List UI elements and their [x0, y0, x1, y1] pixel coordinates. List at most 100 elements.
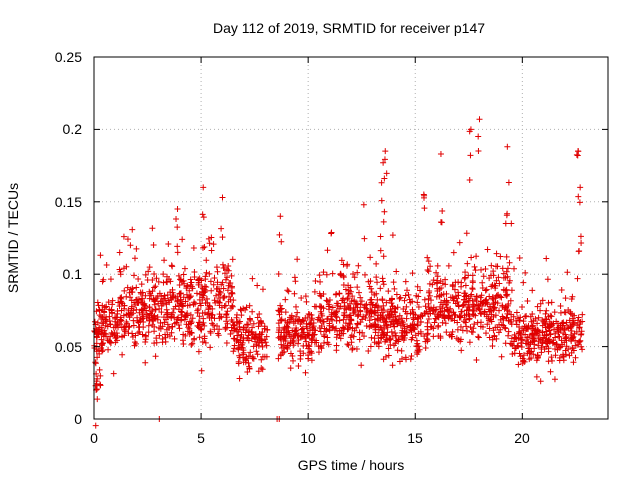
data-point — [487, 303, 494, 310]
data-point — [489, 342, 496, 349]
data-point — [303, 338, 310, 345]
data-point — [203, 257, 210, 264]
data-point — [575, 148, 582, 155]
data-point — [491, 305, 498, 312]
data-point — [294, 256, 301, 263]
data-point — [494, 324, 501, 331]
data-point — [194, 307, 201, 314]
data-point — [306, 343, 313, 350]
data-point — [539, 329, 546, 336]
data-point — [305, 332, 312, 339]
data-point — [100, 319, 107, 326]
data-point — [198, 367, 205, 374]
data-point — [548, 299, 555, 306]
data-point — [339, 324, 346, 331]
data-point — [379, 275, 386, 282]
data-point — [228, 305, 235, 312]
data-point — [94, 319, 101, 326]
data-point — [394, 321, 401, 328]
data-point — [488, 262, 495, 269]
data-point — [164, 309, 171, 316]
data-point — [98, 329, 105, 336]
data-point — [324, 316, 331, 323]
data-point — [575, 193, 582, 200]
data-point — [181, 265, 188, 272]
data-point — [195, 279, 202, 286]
data-point — [145, 329, 152, 336]
data-point — [259, 340, 266, 347]
data-point — [177, 290, 184, 297]
data-point — [148, 292, 155, 299]
data-point — [254, 351, 261, 358]
data-point — [557, 302, 564, 309]
data-point — [289, 352, 296, 359]
data-point — [487, 307, 494, 314]
data-point — [461, 290, 468, 297]
data-point — [223, 340, 230, 347]
data-point — [436, 286, 443, 293]
data-point — [475, 334, 482, 341]
data-point — [534, 320, 541, 327]
data-point — [469, 279, 476, 286]
data-point — [249, 324, 256, 331]
data-point — [550, 339, 557, 346]
data-point — [163, 306, 170, 313]
data-point — [180, 340, 187, 347]
data-point — [430, 325, 437, 332]
data-point — [171, 335, 178, 342]
data-point — [142, 292, 149, 299]
data-point — [392, 316, 399, 323]
data-point — [554, 325, 561, 332]
data-point — [155, 324, 162, 331]
data-point — [469, 286, 476, 293]
data-point — [149, 225, 156, 232]
y-axis-label: SRMTID / TECUs — [5, 183, 21, 293]
data-point — [276, 308, 283, 315]
data-point — [225, 298, 232, 305]
data-point — [130, 322, 137, 329]
data-point — [531, 341, 538, 348]
data-point — [137, 289, 144, 296]
data-point — [201, 243, 208, 250]
data-point — [349, 293, 356, 300]
data-point — [570, 359, 577, 366]
data-point — [153, 275, 160, 282]
data-point — [235, 339, 242, 346]
data-point — [355, 311, 362, 318]
data-point — [128, 289, 135, 296]
data-point — [200, 184, 207, 191]
data-point — [375, 317, 382, 324]
data-point — [203, 269, 210, 276]
data-point — [306, 320, 313, 327]
data-point — [321, 325, 328, 332]
data-point — [518, 337, 525, 344]
data-point — [407, 322, 414, 329]
data-point — [199, 284, 206, 291]
data-point — [308, 316, 315, 323]
data-point — [276, 231, 283, 238]
data-point — [230, 322, 237, 329]
data-point — [214, 323, 221, 330]
data-point — [470, 311, 477, 318]
data-point — [529, 311, 536, 318]
data-point — [222, 302, 229, 309]
data-point — [543, 307, 550, 314]
data-point — [398, 329, 405, 336]
data-point — [187, 311, 194, 318]
data-point — [563, 333, 570, 340]
data-point — [297, 333, 304, 340]
data-point — [351, 274, 358, 281]
data-point — [516, 317, 523, 324]
data-point — [508, 341, 515, 348]
data-point — [303, 298, 310, 305]
data-point — [246, 302, 253, 309]
data-point — [291, 290, 298, 297]
data-point — [163, 301, 170, 308]
data-point — [484, 246, 491, 253]
data-point — [530, 325, 537, 332]
data-point — [287, 350, 294, 357]
data-point — [381, 156, 388, 163]
data-point — [96, 366, 103, 373]
data-point — [476, 116, 483, 123]
data-point — [425, 289, 432, 296]
